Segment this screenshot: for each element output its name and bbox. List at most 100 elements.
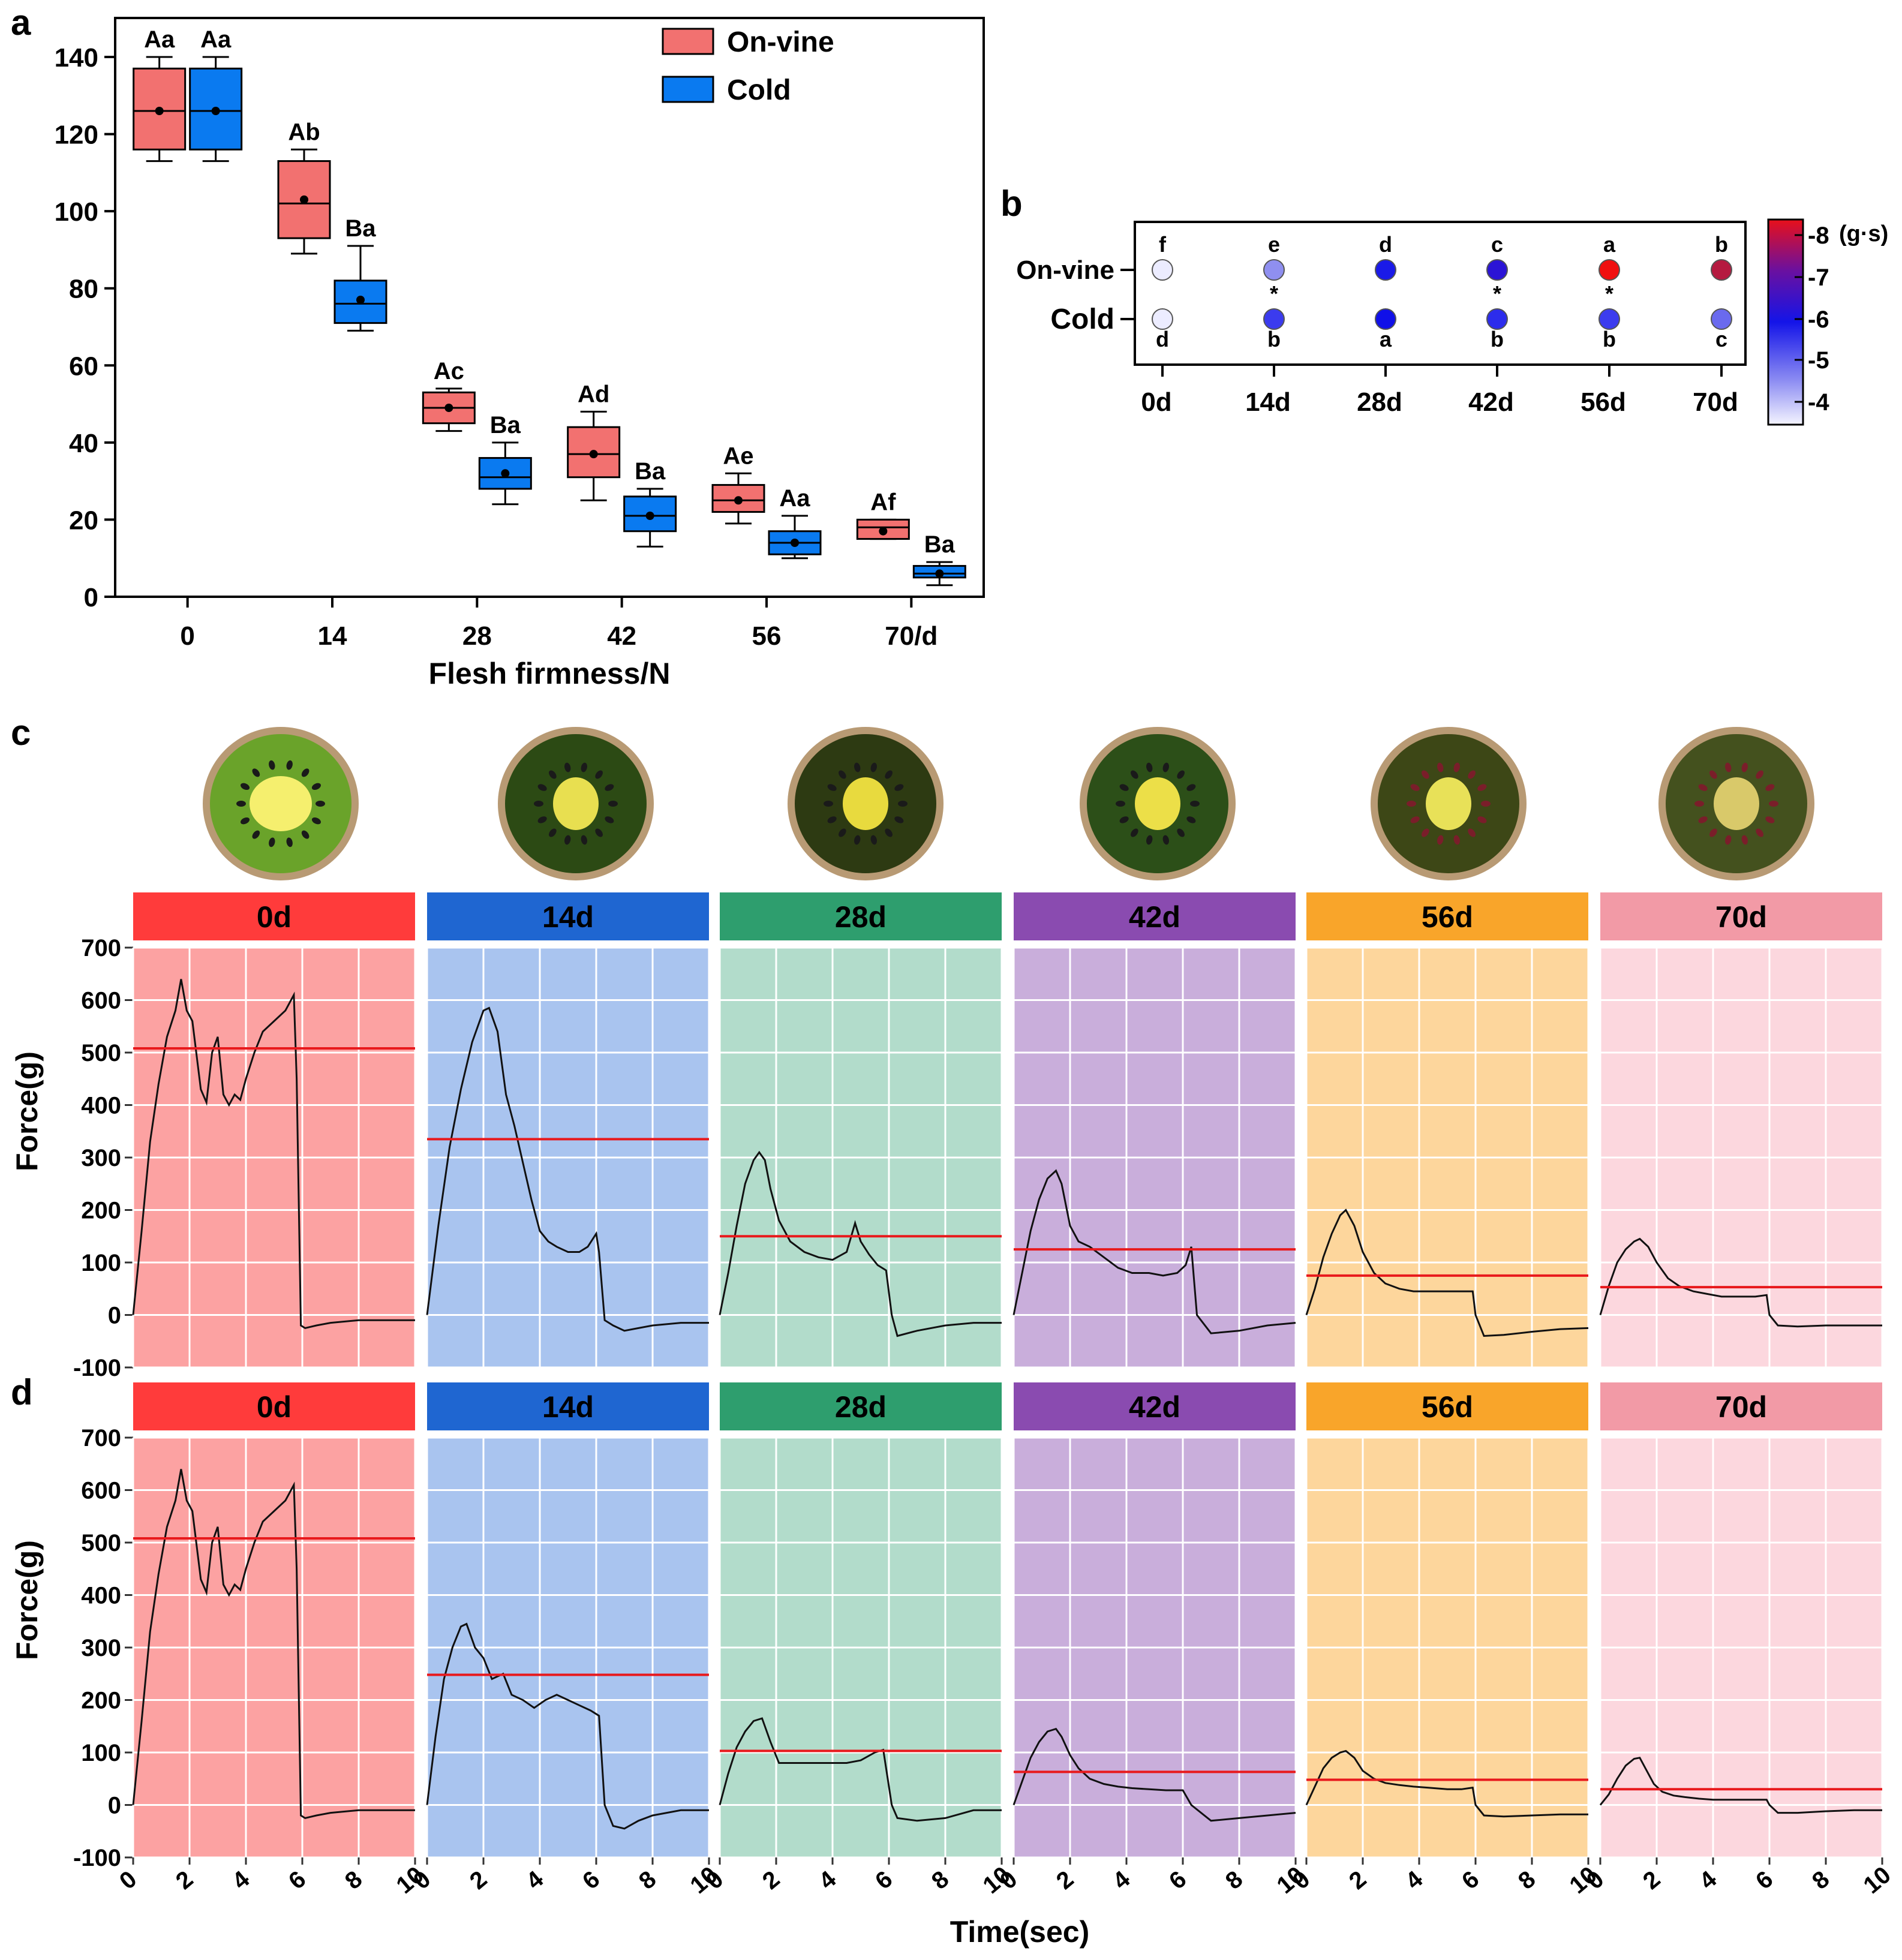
facet-0d: 0d0 2 4 6 8 10 (115, 1382, 429, 1899)
kiwi-seed (595, 770, 603, 779)
dot-onvine (1486, 259, 1508, 281)
kiwi-seed (1477, 816, 1487, 823)
kiwi-seed (537, 784, 547, 791)
dot-letter-label: a (1380, 327, 1392, 351)
dot-letter-label: b (1603, 327, 1616, 351)
legend-swatch-cold (662, 76, 714, 103)
kiwi-seed (605, 816, 614, 823)
force-curve-42d (1012, 1169, 1296, 1334)
kiwi-seed (534, 801, 543, 807)
significance-asterisk: * (1270, 281, 1278, 306)
y-tick-label-a: 0 (84, 583, 98, 612)
colorbar-tick-label: -4 (1808, 389, 1829, 416)
kiwi-seed (1453, 762, 1460, 772)
force-curve-56d (1305, 1749, 1588, 1818)
kiwi-seed (1756, 770, 1763, 779)
box-cold: Ba (333, 215, 387, 332)
box-onvine: Ab (277, 119, 331, 255)
kiwi-seed (549, 770, 557, 779)
box-cold: Aa (768, 485, 822, 560)
dot-letter-label: c (1715, 327, 1727, 351)
kiwi-slice-photo (1080, 727, 1236, 880)
y-tick-label-c: 600 (81, 988, 121, 1014)
y-tick-label-a: 100 (55, 197, 98, 227)
colorbar-tick-label: -8 (1808, 223, 1829, 249)
box-letter-label: Ab (288, 119, 320, 145)
dot-letter-label: d (1156, 327, 1169, 351)
facet-header-label: 28d (835, 900, 887, 934)
colorbar-tick-label: -5 (1808, 347, 1829, 374)
kiwi-seed (269, 837, 275, 847)
colorbar-tick-label: -7 (1808, 264, 1829, 291)
force-curve-0d (132, 979, 415, 1330)
kiwi-seed (1468, 770, 1476, 779)
y-tick-label-d: 200 (81, 1688, 121, 1714)
legend-label-cold: Cold (727, 74, 791, 106)
y-tick-label-d: 700 (81, 1425, 121, 1451)
dot-onvine (1263, 259, 1285, 281)
legend-label-onvine: On-vine (727, 26, 834, 58)
panel-label-d: d (11, 1372, 33, 1412)
boxplot-panel-a: 0 20 40 60 80 100 120 140 0 14 28 42 56 70/d Aa Aa Ab B… (55, 17, 985, 690)
kiwi-seed (1131, 770, 1138, 779)
x-tick-label-b: 70d (1693, 387, 1738, 417)
dot-letter-label: b (1715, 232, 1728, 257)
kiwi-seed (311, 817, 321, 825)
dot-cold (1375, 308, 1396, 330)
box-onvine: Ad (567, 381, 621, 501)
facet-header-label: 56d (1422, 1390, 1473, 1424)
box-mean (300, 195, 308, 204)
y-tick-label-d: 300 (81, 1635, 121, 1661)
box-mean (879, 527, 888, 536)
panel-label-a: a (11, 2, 31, 43)
facet-header-label: 0d (257, 1390, 292, 1424)
kiwi-seed (1765, 816, 1775, 823)
box-mean (645, 512, 654, 520)
kiwi-seed (1709, 828, 1717, 837)
facet-header-label: 70d (1715, 900, 1767, 934)
x-tick-label-b: 0d (1141, 387, 1171, 417)
kiwi-seed (269, 760, 275, 770)
y-axis-a: 0 20 40 60 80 100 120 140 (55, 43, 115, 612)
kiwi-seed (1177, 828, 1185, 837)
y-tick-label-a: 40 (69, 429, 98, 458)
kiwi-seed (549, 828, 557, 837)
kiwi-seed (1741, 762, 1748, 772)
kiwi-seed (252, 768, 260, 777)
facet-header (133, 1382, 415, 1430)
row-label-cold: Cold (1050, 303, 1114, 335)
colorbar-gradient (1767, 218, 1804, 426)
facet-header (720, 892, 1002, 940)
force-curve-70d (1599, 1237, 1882, 1328)
box-onvine: Af (856, 489, 910, 540)
kiwi-seed (894, 816, 904, 823)
kiwi-seed (564, 835, 571, 845)
kiwi-core (1426, 777, 1471, 830)
box-mean (589, 450, 598, 459)
facet-header (1306, 1382, 1588, 1430)
facet-header (1600, 1382, 1882, 1430)
x-tick-label-b: 14d (1245, 387, 1291, 417)
dots-b: On-vine Cold 0d 14d 28d 42d 56d 70d f e d c a b d b a b b c… (1016, 232, 1738, 417)
kiwi-seed (894, 784, 904, 791)
box-mean (356, 296, 365, 304)
facet-header (1014, 892, 1296, 940)
dot-letter-label: f (1159, 232, 1167, 257)
kiwi-slice-photo (203, 727, 359, 880)
facet-header-label: 0d (257, 900, 292, 934)
kiwi-seed (564, 762, 571, 772)
kiwi-seed (605, 784, 614, 791)
kiwi-seed (252, 830, 260, 839)
kiwi-seed (537, 816, 547, 823)
x-tick-label-a: 70/d (885, 621, 938, 651)
y-tick-label-d: 600 (81, 1478, 121, 1504)
facet-70d: 70d (1599, 892, 1883, 1369)
facet-28d: 28d (719, 892, 1003, 1369)
legend-a: On-vine Cold (662, 26, 834, 106)
plot-frame-a (114, 17, 985, 598)
dot-onvine (1711, 259, 1732, 281)
kiwi-seed (1410, 816, 1420, 823)
facet-header (133, 892, 415, 940)
